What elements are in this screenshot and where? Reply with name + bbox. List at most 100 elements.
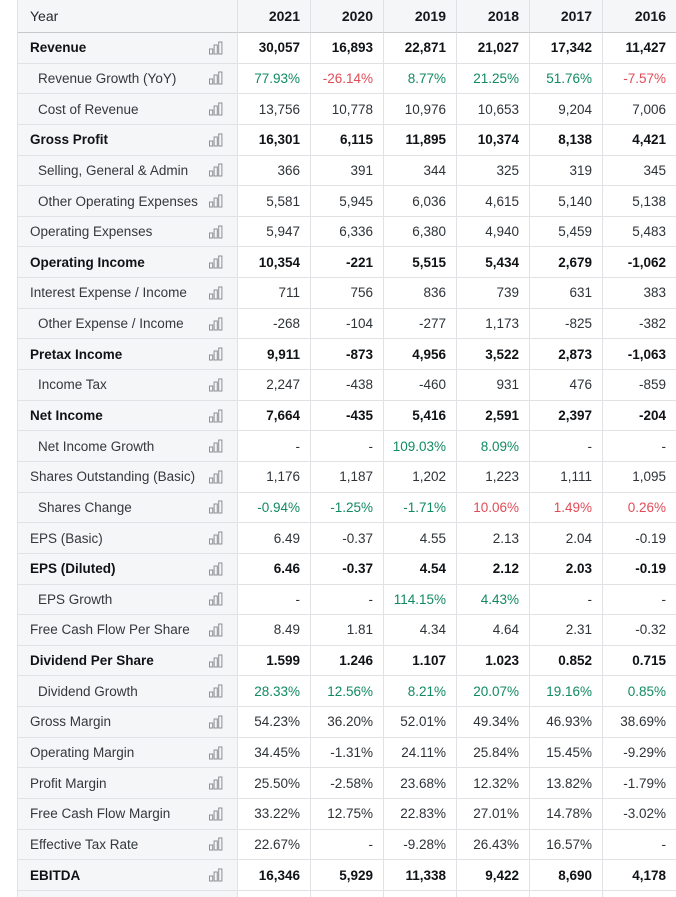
value-cell: 22.83%: [384, 799, 457, 830]
bar-chart-icon[interactable]: [209, 562, 223, 576]
table-row: [18, 890, 676, 897]
table-row: Shares Change -0.94% -1.25% -1.71% 10.06% 1.4…: [18, 492, 676, 524]
table-row: Dividend Growth 28.33% 12.56% 8.21% 20.07% 19…: [18, 676, 676, 708]
value-cell: 8,138: [530, 124, 603, 156]
bar-chart-icon[interactable]: [209, 225, 223, 239]
row-label-cell: Effective Tax Rate: [18, 829, 238, 861]
value-cell: 5,945: [311, 186, 384, 217]
value-cell: 1,223: [457, 461, 530, 493]
bar-chart-icon[interactable]: [209, 102, 223, 116]
value-cell: -0.19: [603, 523, 676, 554]
bar-chart-icon[interactable]: [209, 868, 223, 882]
bar-chart-icon[interactable]: [209, 41, 223, 55]
bar-chart-icon[interactable]: [209, 255, 223, 269]
value-cell: 711: [238, 278, 311, 309]
bar-chart-icon[interactable]: [209, 163, 223, 177]
table-row: EPS (Diluted) 6.46 -0.37 4.54 2.12 2.03 -0.19: [18, 553, 676, 585]
row-label: Net Income Growth: [38, 438, 155, 454]
value-cell: 1,173: [457, 308, 530, 340]
value-cell: 17,342: [530, 33, 603, 64]
bar-chart-icon[interactable]: [209, 776, 223, 790]
column-header-2016: 2016: [603, 0, 676, 33]
value-cell: -268: [238, 308, 311, 340]
bar-chart-icon[interactable]: [209, 71, 223, 85]
bar-chart-icon[interactable]: [209, 409, 223, 422]
value-cell: 6,380: [384, 216, 457, 248]
bar-chart-icon[interactable]: [209, 470, 223, 484]
table-row: Other Expense / Income -268 -104 -277 1,173-…: [18, 308, 676, 340]
value-cell: 34.45%: [238, 737, 311, 769]
row-label: Revenue: [30, 40, 87, 56]
value-cell: -873: [311, 339, 384, 371]
row-label: Interest Expense / Income: [30, 285, 187, 301]
value-cell: -0.94%: [238, 492, 311, 524]
value-cell: 366: [238, 155, 311, 187]
bar-chart-icon[interactable]: [209, 684, 223, 698]
bar-chart-icon[interactable]: [209, 531, 223, 545]
table-row: Revenue Growth (YoY) 77.93% -26.14% 8.77% 21…: [18, 63, 676, 95]
row-label-cell: Interest Expense / Income: [18, 278, 238, 309]
value-cell: 6.46: [238, 553, 311, 585]
value-cell: 109.03%: [384, 431, 457, 462]
row-label-cell: Selling, General & Admin: [18, 155, 238, 187]
bar-chart-icon[interactable]: [209, 746, 223, 760]
row-label: Free Cash Flow Margin: [30, 806, 171, 822]
bar-chart-icon[interactable]: [209, 807, 223, 821]
value-cell: 2,591: [457, 400, 530, 432]
table-row: Operating Margin 34.45% -1.31% 24.11% 25.84%…: [18, 737, 676, 769]
value-cell: 476: [530, 370, 603, 401]
column-header-year: Year: [18, 0, 238, 33]
value-cell: -1,063: [603, 339, 676, 371]
row-label: EPS (Basic): [30, 530, 103, 546]
value-cell: 0.715: [603, 646, 676, 677]
value-cell: 5,459: [530, 216, 603, 248]
bar-chart-icon[interactable]: [209, 654, 223, 668]
row-label: Selling, General & Admin: [38, 162, 189, 178]
value-cell: 4.54: [384, 553, 457, 585]
value-cell: -859: [603, 370, 676, 401]
value-cell: 114.15%: [384, 584, 457, 616]
value-cell: 52.01%: [384, 707, 457, 738]
row-label-cell: Net Income Growth: [18, 431, 238, 462]
row-label: Dividend Growth: [38, 683, 138, 699]
value-cell: 23.68%: [384, 768, 457, 800]
row-label-cell: Other Operating Expenses: [18, 186, 238, 217]
value-cell: 5,140: [530, 186, 603, 217]
value-cell: 4.64: [457, 615, 530, 646]
row-label: Income Tax: [38, 377, 107, 393]
table-row: Free Cash Flow Per Share 8.49 1.81 4.34 4.64…: [18, 615, 676, 646]
value-cell: 10,778: [311, 94, 384, 125]
table-body: Revenue 30,057 16,893 22,871 21,027 17,342 11,…: [18, 33, 676, 897]
bar-chart-icon[interactable]: [209, 194, 223, 208]
bar-chart-icon[interactable]: [209, 592, 223, 606]
row-label-cell: Net Income: [18, 400, 238, 432]
value-cell: -: [603, 431, 676, 462]
bar-chart-icon[interactable]: [209, 439, 223, 453]
bar-chart-icon[interactable]: [209, 623, 223, 637]
value-cell: -0.32: [603, 615, 676, 646]
bar-chart-icon[interactable]: [209, 837, 223, 851]
bar-chart-icon[interactable]: [209, 317, 223, 331]
value-cell: 20.07%: [457, 676, 530, 708]
bar-chart-icon[interactable]: [209, 715, 223, 729]
value-cell: 7,664: [238, 400, 311, 432]
row-label: EPS (Diluted): [30, 561, 116, 577]
value-cell: -0.19: [603, 554, 676, 585]
value-cell: 27.01%: [457, 799, 530, 830]
row-label-cell: EBITDA: [18, 860, 238, 891]
bar-chart-icon[interactable]: [209, 347, 223, 361]
bar-chart-icon[interactable]: [209, 286, 223, 300]
value-cell: 10,374: [457, 124, 530, 156]
row-label-cell: Profit Margin: [18, 768, 238, 800]
value-cell: -1.31%: [311, 737, 384, 769]
column-header-2017: 2017: [530, 0, 603, 33]
bar-chart-icon[interactable]: [209, 133, 223, 147]
row-label-cell: Operating Expenses: [18, 216, 238, 248]
bar-chart-icon[interactable]: [209, 378, 223, 392]
table-row: Cost of Revenue 13,756 10,778 10,976 10,653 9…: [18, 94, 676, 125]
value-cell: -435: [311, 400, 384, 432]
value-cell: 38.69%: [603, 707, 676, 738]
value-cell: 2.12: [457, 553, 530, 585]
table-row: Net Income Growth - -109.03% 8.09% - -: [18, 431, 676, 462]
bar-chart-icon[interactable]: [209, 500, 223, 514]
